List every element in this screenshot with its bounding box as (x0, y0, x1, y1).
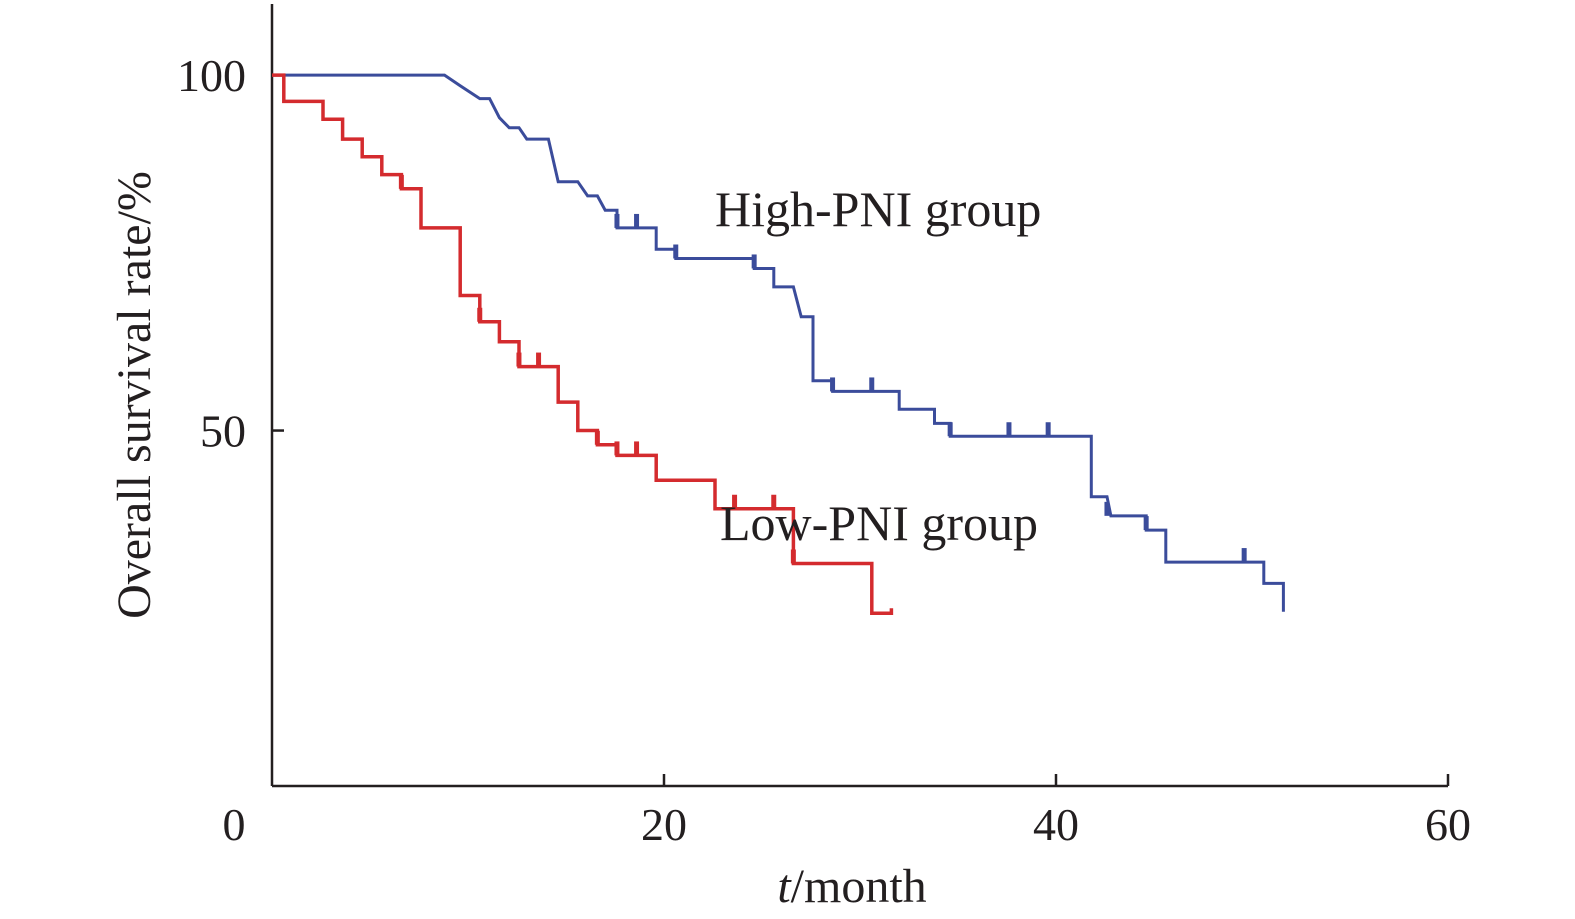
series-label-high-pni: High-PNI group (715, 181, 1041, 237)
x-axis-label: t/month (777, 860, 926, 913)
x-tick-label: 40 (1033, 799, 1079, 850)
ticks: 0 20 40 60 50 100 (177, 50, 1471, 850)
x-tick-label: 0 (223, 799, 246, 850)
series-layer (272, 73, 1285, 615)
survival-curve-line (272, 73, 894, 615)
axes (270, 4, 1448, 788)
x-axis-label-unit: /month (791, 860, 927, 913)
y-tick-label: 50 (200, 406, 246, 457)
survival-curve-line (272, 73, 1285, 612)
x-tick-label: 60 (1425, 799, 1471, 850)
y-tick-label: 100 (177, 50, 246, 101)
x-axis-label-italic: t (777, 860, 792, 913)
series-label-low-pni: Low-PNI group (720, 495, 1038, 551)
series-high-pni (272, 73, 1285, 612)
x-tick-label: 20 (641, 799, 687, 850)
y-axis-label: Overall survival rate/% (108, 171, 161, 619)
series-low-pni (272, 73, 894, 615)
